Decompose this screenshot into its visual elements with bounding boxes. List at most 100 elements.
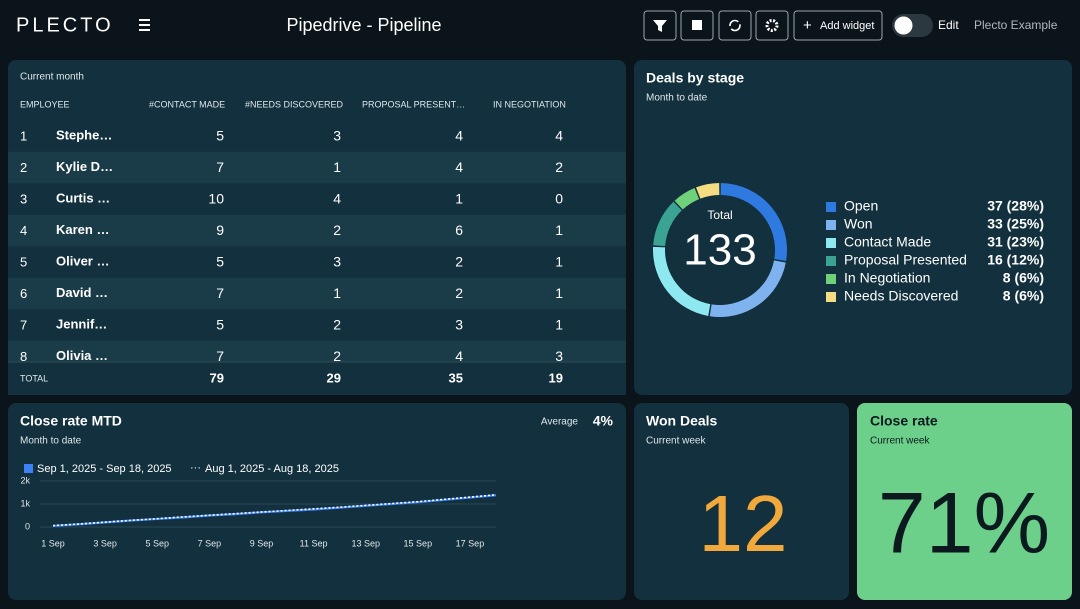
- cell: 4: [555, 128, 563, 144]
- legend-swatch: [826, 202, 836, 212]
- legend-swatch: [826, 220, 836, 230]
- plus-icon: +: [803, 17, 812, 34]
- cell: 2: [333, 317, 341, 333]
- row-stripe: [8, 214, 626, 247]
- legend-swatch: [24, 464, 33, 473]
- rank: 1: [20, 128, 27, 143]
- total-cell: 29: [327, 370, 341, 385]
- legend-dots: ···: [190, 462, 201, 474]
- employee-name: Oliver …: [56, 253, 109, 268]
- legend-label: Contact Made: [844, 234, 931, 250]
- close-value: 71%: [878, 476, 1050, 572]
- donut-segment: [696, 183, 720, 199]
- table-subtitle: Current month: [20, 72, 84, 83]
- cell: 1: [333, 285, 341, 301]
- x-tick-label: 7 Sep: [198, 538, 222, 548]
- legend-swatch: [826, 256, 836, 266]
- settings-button[interactable]: [755, 10, 789, 41]
- logo: PLECTO: [16, 14, 114, 36]
- x-tick-label: 5 Sep: [145, 538, 169, 548]
- toggle-knob: [894, 16, 913, 35]
- donut-total-label: Total: [707, 208, 732, 222]
- rank: 7: [20, 317, 27, 332]
- won-title: Won Deals: [646, 413, 718, 429]
- rank: 6: [20, 286, 27, 301]
- y-tick-label: 1k: [20, 498, 30, 508]
- calendar-button[interactable]: [680, 10, 714, 41]
- legend-label: Sep 1, 2025 - Sep 18, 2025: [37, 463, 172, 475]
- cell: 4: [333, 191, 341, 207]
- cell: 3: [455, 317, 463, 333]
- x-tick-label: 3 Sep: [93, 538, 117, 548]
- cell: 1: [555, 254, 563, 270]
- cell: 4: [455, 128, 463, 144]
- cell: 3: [555, 348, 563, 364]
- filter-button[interactable]: [643, 10, 677, 41]
- cell: 2: [333, 222, 341, 238]
- row-stripe: [8, 151, 626, 184]
- account-name: Plecto Example: [974, 18, 1058, 32]
- settings-icon: [765, 19, 779, 32]
- line-panel: [8, 403, 626, 600]
- legend-label: Aug 1, 2025 - Aug 18, 2025: [205, 463, 339, 475]
- cell: 5: [216, 254, 224, 270]
- won-value: 12: [699, 479, 788, 568]
- column-header: #CONTACT MADE: [149, 99, 225, 109]
- average-value: 4%: [593, 413, 614, 429]
- legend-label: Won: [844, 216, 873, 232]
- cell: 1: [555, 317, 563, 333]
- cell: 2: [333, 348, 341, 364]
- employee-name: David …: [56, 285, 108, 300]
- legend-swatch: [826, 238, 836, 248]
- legend-swatch: [826, 274, 836, 284]
- legend-value: 16 (12%): [987, 252, 1044, 268]
- donut-segment: [720, 183, 788, 262]
- cell: 0: [555, 191, 563, 207]
- x-tick-label: 1 Sep: [41, 538, 65, 548]
- cell: 5: [216, 128, 224, 144]
- rank: 4: [20, 223, 27, 238]
- x-tick-label: 15 Sep: [404, 538, 433, 548]
- refresh-button[interactable]: [718, 10, 752, 41]
- donut-total: 133: [683, 226, 756, 275]
- rank: 8: [20, 349, 27, 364]
- employee-name: Jennif…: [56, 316, 107, 331]
- cell: 9: [216, 222, 224, 238]
- legend-label: Proposal Presented: [844, 252, 967, 268]
- cell: 3: [333, 254, 341, 270]
- cell: 3: [333, 128, 341, 144]
- line-subtitle: Month to date: [20, 436, 82, 447]
- close-panel: [857, 403, 1072, 600]
- column-header: IN NEGOTIATION: [493, 99, 566, 109]
- y-tick-label: 2k: [20, 475, 30, 485]
- cell: 7: [216, 285, 224, 301]
- legend-value: 31 (23%): [987, 234, 1044, 250]
- x-tick-label: 13 Sep: [351, 538, 380, 548]
- column-header: PROPOSAL PRESENT…: [362, 99, 465, 109]
- refresh-icon: [729, 19, 741, 32]
- cell: 10: [208, 191, 224, 207]
- cell: 4: [455, 348, 463, 364]
- x-tick-label: 17 Sep: [456, 538, 485, 548]
- cell: 6: [455, 222, 463, 238]
- menu-icon[interactable]: [139, 19, 150, 31]
- donut-subtitle: Month to date: [646, 93, 708, 104]
- cell: 1: [333, 159, 341, 175]
- cell: 2: [455, 285, 463, 301]
- column-header: EMPLOYEE: [20, 99, 70, 109]
- employee-name: Kylie D…: [56, 159, 113, 174]
- employee-name: Curtis …: [56, 190, 110, 205]
- cell: 5: [216, 317, 224, 333]
- y-tick-label: 0: [25, 521, 30, 531]
- column-header: #NEEDS DISCOVERED: [245, 99, 344, 109]
- legend-value: 37 (28%): [987, 198, 1044, 214]
- cell: 1: [555, 285, 563, 301]
- add-widget-button[interactable]: [793, 10, 883, 41]
- cell: 2: [455, 254, 463, 270]
- legend-value: 8 (6%): [1003, 270, 1044, 286]
- rank: 3: [20, 191, 27, 206]
- legend-label: In Negotiation: [844, 270, 930, 286]
- donut-segment: [653, 201, 682, 247]
- close-title: Close rate: [870, 413, 938, 429]
